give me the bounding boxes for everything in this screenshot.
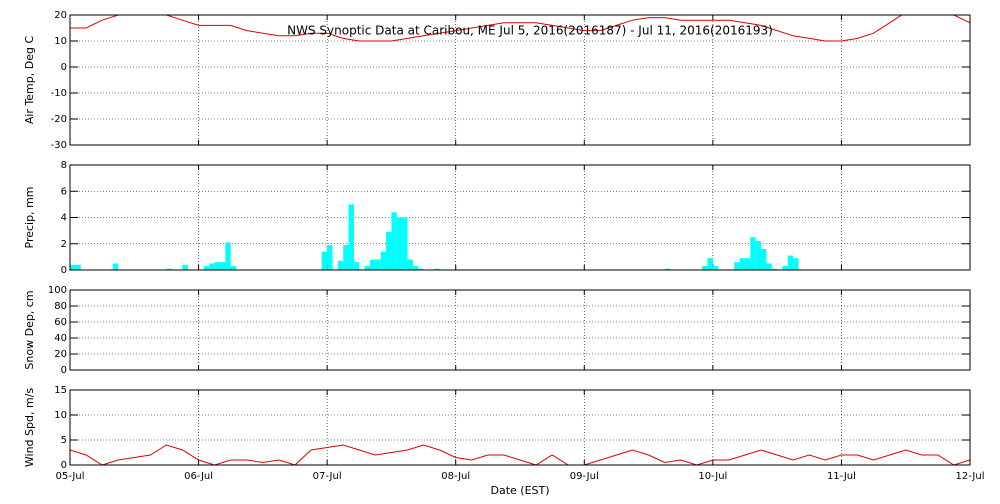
bar bbox=[787, 255, 794, 270]
bar bbox=[209, 263, 215, 270]
bar bbox=[707, 258, 713, 270]
y-tick-label: 2 bbox=[61, 239, 67, 250]
bar bbox=[734, 262, 740, 270]
bar bbox=[755, 241, 762, 270]
x-tick-label: 05-Jul bbox=[56, 471, 85, 482]
line bbox=[70, 15, 970, 42]
bar bbox=[418, 268, 424, 270]
x-axis-label: Date (EST) bbox=[490, 484, 549, 497]
bar bbox=[364, 266, 370, 270]
y-tick-label: 0 bbox=[61, 265, 67, 276]
y-tick-label: 8 bbox=[61, 160, 67, 171]
bar bbox=[386, 231, 392, 270]
bar bbox=[761, 249, 767, 270]
y-tick-label: 40 bbox=[54, 333, 67, 344]
bar bbox=[391, 212, 397, 270]
y-tick-label: 80 bbox=[54, 301, 67, 312]
x-tick-label: 07-Jul bbox=[313, 471, 342, 482]
bar bbox=[348, 204, 354, 270]
y-tick-label: 0 bbox=[61, 62, 67, 73]
plot-area bbox=[70, 204, 799, 270]
bar bbox=[793, 258, 799, 270]
bar bbox=[402, 217, 408, 270]
y-axis-label: Precip, mm bbox=[23, 187, 36, 249]
bar bbox=[771, 268, 778, 270]
x-tick-label: 08-Jul bbox=[441, 471, 470, 482]
y-tick-label: -20 bbox=[51, 114, 67, 125]
bar bbox=[782, 266, 788, 270]
bar bbox=[343, 245, 349, 270]
bar bbox=[214, 262, 220, 270]
y-axis-label: Wind Spd, m/s bbox=[23, 388, 36, 468]
bar bbox=[337, 260, 344, 270]
y-tick-label: 10 bbox=[54, 36, 67, 47]
bar bbox=[745, 258, 751, 270]
y-tick-label: -10 bbox=[51, 88, 67, 99]
y-axis-label: Snow Dep, cm bbox=[23, 290, 36, 369]
x-tick-label: 12-Jul bbox=[956, 471, 985, 482]
plot-frame bbox=[69, 389, 971, 466]
y-tick-label: 5 bbox=[61, 435, 67, 446]
bar bbox=[225, 242, 231, 270]
bar bbox=[230, 266, 237, 270]
y-tick-label: 10 bbox=[54, 410, 67, 421]
bar bbox=[370, 259, 376, 270]
bar bbox=[702, 266, 708, 270]
bar bbox=[434, 268, 440, 270]
plot-area bbox=[70, 15, 970, 42]
bar bbox=[375, 259, 381, 270]
y-tick-label: 100 bbox=[48, 285, 67, 296]
bar bbox=[70, 264, 76, 270]
bar bbox=[412, 266, 419, 270]
bar bbox=[182, 264, 188, 270]
bar bbox=[112, 263, 119, 270]
bar bbox=[750, 237, 756, 270]
y-tick-label: 0 bbox=[61, 460, 67, 471]
bar bbox=[739, 258, 745, 270]
bar bbox=[664, 268, 670, 270]
bar bbox=[353, 262, 360, 270]
bar bbox=[166, 268, 172, 270]
x-tick-label: 09-Jul bbox=[570, 471, 599, 482]
y-tick-label: 20 bbox=[54, 10, 67, 21]
bar bbox=[203, 266, 210, 270]
y-tick-label: 4 bbox=[61, 213, 67, 224]
bar bbox=[380, 251, 387, 270]
y-tick-label: 20 bbox=[54, 349, 67, 360]
plot-frame bbox=[69, 164, 971, 271]
y-tick-label: 0 bbox=[61, 365, 67, 376]
y-tick-label: 6 bbox=[61, 186, 67, 197]
bar bbox=[220, 262, 226, 270]
bar bbox=[396, 217, 403, 270]
y-tick-label: 15 bbox=[54, 385, 67, 396]
bar bbox=[321, 251, 328, 270]
x-tick-label: 10-Jul bbox=[698, 471, 727, 482]
plot-frame bbox=[69, 14, 971, 146]
y-tick-label: -30 bbox=[51, 140, 67, 151]
line bbox=[70, 444, 970, 465]
bar bbox=[407, 259, 413, 270]
x-tick-label: 11-Jul bbox=[827, 471, 856, 482]
x-tick-label: 06-Jul bbox=[184, 471, 213, 482]
plot-frame bbox=[69, 289, 971, 371]
bar bbox=[75, 264, 81, 270]
y-axis-label: Air Temp, Deg C bbox=[23, 36, 36, 125]
bar bbox=[766, 263, 772, 270]
bar bbox=[327, 245, 333, 270]
bar bbox=[712, 266, 719, 270]
plot-area bbox=[70, 444, 970, 465]
chart-title: NWS Synoptic Data at Caribou, ME Jul 5, … bbox=[287, 24, 773, 38]
y-tick-label: 60 bbox=[54, 317, 67, 328]
